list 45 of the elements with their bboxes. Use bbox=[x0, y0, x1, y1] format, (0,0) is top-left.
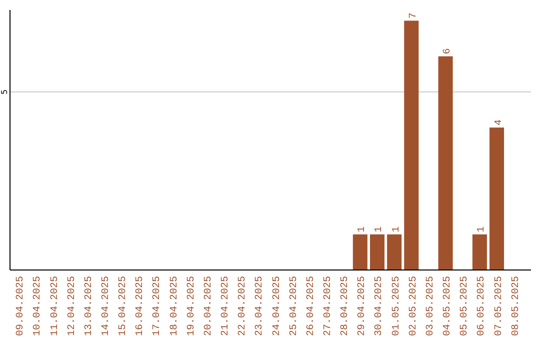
bar bbox=[438, 56, 453, 270]
x-tick-label: 18.04.2025 bbox=[169, 276, 180, 336]
bar bbox=[387, 234, 402, 270]
data-label: 1 bbox=[374, 226, 386, 232]
x-tick-label: 30.04.2025 bbox=[374, 276, 386, 336]
y-tick-label: 5 bbox=[0, 89, 9, 94]
x-tick-label: 03.05.2025 bbox=[425, 276, 436, 336]
data-label: 4 bbox=[494, 120, 505, 126]
x-tick-label: 11.04.2025 bbox=[50, 276, 61, 336]
x-tick-label: 21.04.2025 bbox=[220, 276, 232, 336]
x-tick-label: 26.04.2025 bbox=[306, 276, 317, 336]
x-tick-label: 20.04.2025 bbox=[203, 276, 214, 336]
x-tick-label: 19.04.2025 bbox=[186, 276, 198, 336]
x-tick-label: 01.05.2025 bbox=[391, 276, 402, 336]
x-tick-label: 05.05.2025 bbox=[460, 276, 471, 336]
x-tick-label: 04.05.2025 bbox=[442, 276, 454, 336]
x-tick-label: 17.04.2025 bbox=[152, 276, 164, 336]
data-label: 6 bbox=[442, 48, 454, 54]
x-tick-label: 22.04.2025 bbox=[238, 276, 249, 336]
bar bbox=[352, 234, 368, 270]
data-label: 7 bbox=[408, 12, 420, 19]
x-tick-label: 09.04.2025 bbox=[16, 276, 27, 336]
data-label: 1 bbox=[476, 226, 488, 232]
x-tick-label: 28.04.2025 bbox=[340, 276, 352, 336]
x-tick-label: 02.05.2025 bbox=[408, 276, 420, 336]
x-tick-label: 14.04.2025 bbox=[101, 276, 112, 336]
x-tick-label: 25.04.2025 bbox=[288, 276, 300, 336]
data-label: 1 bbox=[357, 226, 368, 232]
x-tick-label: 15.04.2025 bbox=[118, 276, 130, 336]
x-tick-label: 13.04.2025 bbox=[84, 276, 95, 336]
bar bbox=[472, 234, 487, 270]
x-tick-label: 23.04.2025 bbox=[254, 276, 266, 336]
x-tick-label: 16.04.2025 bbox=[135, 276, 146, 336]
x-tick-label: 06.05.2025 bbox=[476, 276, 488, 336]
x-tick-label: 12.04.2025 bbox=[66, 276, 78, 336]
x-tick-label: 24.04.2025 bbox=[272, 276, 283, 336]
x-tick-label: 07.05.2025 bbox=[494, 276, 505, 336]
bar bbox=[404, 20, 419, 270]
x-tick-label: 27.04.2025 bbox=[322, 276, 334, 336]
x-tick-label: 08.05.2025 bbox=[510, 276, 522, 336]
bar bbox=[370, 234, 384, 270]
bar bbox=[490, 128, 504, 270]
x-tick-label: 10.04.2025 bbox=[32, 276, 44, 336]
x-tick-label: 29.04.2025 bbox=[357, 276, 368, 336]
data-label: 1 bbox=[391, 226, 402, 232]
